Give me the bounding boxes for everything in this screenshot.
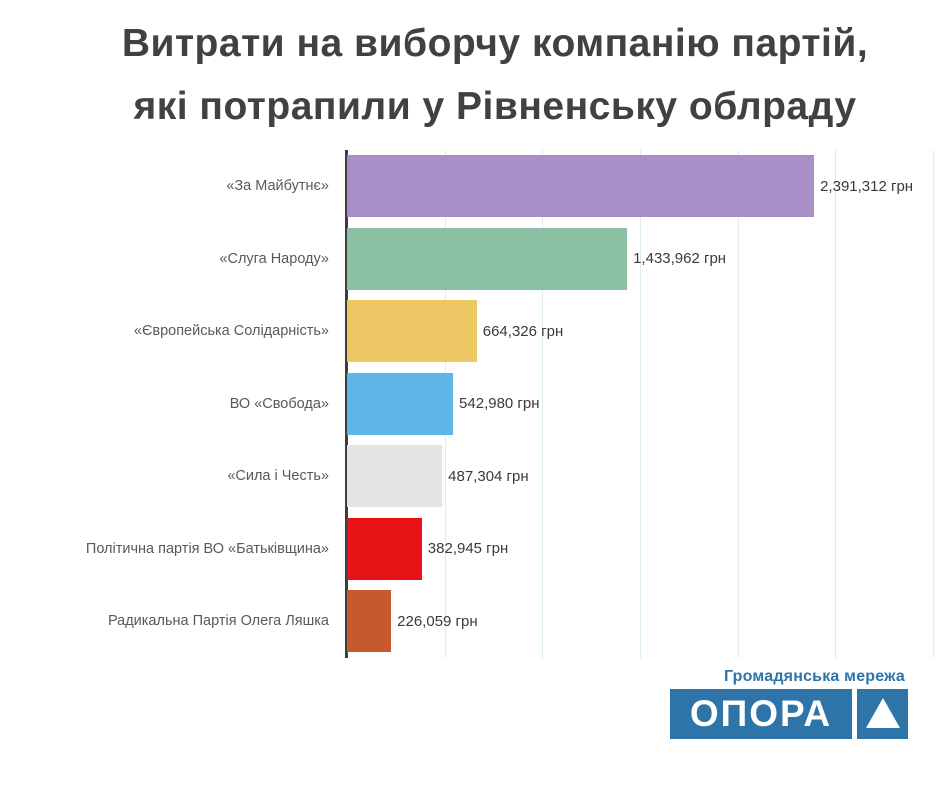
bar-rows: «За Майбутнє» 2,391,312 грн «Слуга Народу»… xyxy=(0,150,940,658)
bar xyxy=(347,155,815,218)
category-label: «За Майбутнє» xyxy=(226,178,329,195)
category-label: Політична партія ВО «Батьківщина» xyxy=(85,540,329,557)
category-label: «Слуга Народу» xyxy=(219,250,329,267)
bar-track: 487,304 грн xyxy=(347,445,933,508)
bar-track: 542,980 грн xyxy=(347,372,933,435)
value-label: 226,059 грн xyxy=(397,612,478,630)
bar xyxy=(347,227,628,290)
y-axis-line xyxy=(345,150,348,658)
value-label: 1,433,962 грн xyxy=(633,250,727,268)
gridline xyxy=(835,150,837,658)
bar-row: «За Майбутнє» 2,391,312 грн xyxy=(0,150,940,223)
chart-title-line2: які потрапили у Рівненську облраду xyxy=(133,85,857,128)
category-label: Радикальна Партія Олега Ляшка xyxy=(107,613,329,630)
chart-title-line1: Витрати на виборчу компанію партій, xyxy=(121,22,869,65)
value-label: 382,945 грн xyxy=(427,540,509,558)
value-label: 2,391,312 грн xyxy=(820,177,914,195)
bar xyxy=(347,517,422,580)
gridline xyxy=(640,150,641,658)
bar-track: 382,945 грн xyxy=(347,517,933,580)
bar-row: «Сила і Честь» 487,304 грн xyxy=(0,440,940,513)
value-label: 664,326 грн xyxy=(482,322,564,340)
bar-row: ВО «Свобода» 542,980 грн xyxy=(0,368,940,441)
bar-chart: «За Майбутнє» 2,391,312 грн «Слуга Народу»… xyxy=(0,150,940,658)
bar xyxy=(347,300,477,363)
gridline xyxy=(933,150,934,658)
gridline xyxy=(737,150,739,658)
category-label: «Європейська Солідарність» xyxy=(133,323,329,340)
opora-logo-text: ОПОРА xyxy=(670,689,852,739)
chart-title: Витрати на виборчу компанію партій, які … xyxy=(55,12,935,138)
opora-logo-mark xyxy=(857,689,908,739)
bar-track: 664,326 грн xyxy=(347,300,933,363)
bar-track: 1,433,962 грн xyxy=(347,227,933,290)
bar-row: «Слуга Народу» 1,433,962 грн xyxy=(0,223,940,296)
bar xyxy=(347,445,443,508)
bar-row: Радикальна Партія Олега Ляшка 226,059 грн xyxy=(0,585,940,658)
bar xyxy=(347,372,454,435)
value-label: 487,304 грн xyxy=(448,467,529,485)
network-label: Громадянська мережа xyxy=(724,668,905,685)
opora-logo-block: Громадянська мережа ОПОРА xyxy=(670,668,908,739)
bar-track: 2,391,312 грн xyxy=(347,155,933,218)
category-label: «Сила і Честь» xyxy=(227,468,329,485)
triangle-up-icon xyxy=(865,698,900,728)
logo-row: ОПОРА xyxy=(670,689,908,739)
bar-row: «Європейська Солідарність» 664,326 грн xyxy=(0,295,940,368)
bar-row: Політична партія ВО «Батьківщина» 382,945… xyxy=(0,513,940,586)
bar xyxy=(347,590,392,653)
bar-track: 226,059 грн xyxy=(347,590,933,653)
category-label: ВО «Свобода» xyxy=(229,395,329,412)
value-label: 542,980 грн xyxy=(459,395,540,413)
gridline xyxy=(542,150,544,658)
